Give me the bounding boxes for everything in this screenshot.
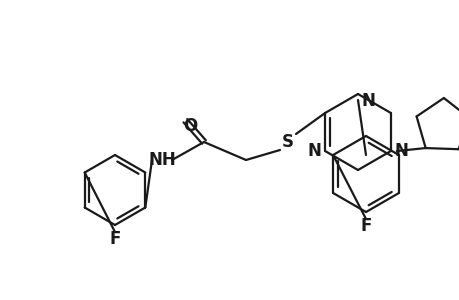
Text: NH: NH [148, 151, 175, 169]
Text: N: N [307, 142, 320, 160]
Text: N: N [394, 142, 408, 160]
Text: F: F [109, 230, 120, 248]
Text: N: N [361, 92, 375, 110]
Text: O: O [183, 117, 197, 135]
Text: S: S [281, 133, 293, 151]
Text: F: F [359, 217, 371, 235]
